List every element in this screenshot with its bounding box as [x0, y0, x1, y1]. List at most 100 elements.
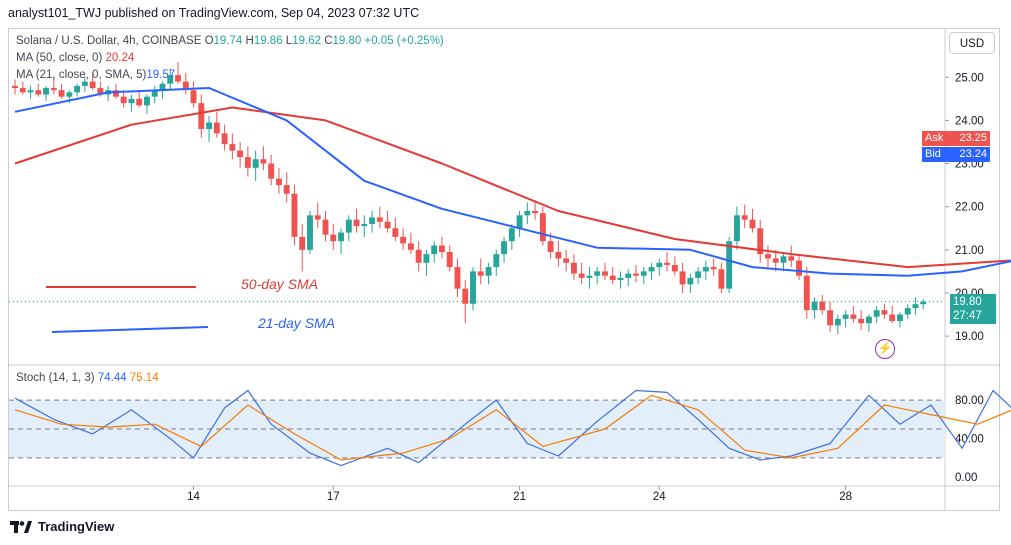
candle-body — [842, 314, 849, 319]
ma50-label: MA (50, close, 0) — [16, 52, 103, 64]
sma50-annotation: 50-day SMA — [241, 276, 319, 292]
candle-body — [757, 228, 764, 255]
series-line-ma-21-close-0-sma-5 — [14, 87, 1011, 277]
candle-body — [648, 267, 655, 272]
candle-body — [702, 267, 709, 272]
candle-body — [182, 81, 189, 91]
publish-header: analyst101_TWJ published on TradingView.… — [8, 6, 420, 20]
candle-body — [896, 314, 903, 322]
candle-body — [260, 159, 267, 164]
candle-body — [920, 301, 927, 305]
ma50-legend: MA (50, close, 0) 20.24 — [16, 52, 134, 64]
ma21-value: 19.57 — [146, 69, 176, 81]
candle-body — [112, 90, 119, 97]
ma50-value: 20.24 — [105, 52, 135, 64]
candle-body — [904, 308, 911, 315]
series-line-ma-50-close-0 — [14, 106, 1011, 269]
bid-tag: Bid 23.24 — [922, 147, 990, 162]
candle-body — [586, 275, 593, 278]
candle-body — [423, 254, 430, 263]
candle-body — [741, 215, 748, 220]
low-value: 19.62 — [292, 35, 321, 47]
time-tick-label: 28 — [839, 491, 852, 503]
candle-body — [213, 122, 220, 134]
candle-body — [594, 271, 601, 276]
currency-button[interactable]: USD — [949, 32, 995, 54]
candle-body — [788, 256, 795, 261]
candle-body — [811, 301, 818, 311]
ask-label: Ask — [925, 132, 944, 144]
candle-body — [477, 271, 484, 276]
ask-value: 23.25 — [959, 132, 987, 144]
ma21-label: MA (21, close, 0, SMA, 5) — [16, 69, 147, 81]
candle-body — [159, 83, 166, 91]
open-label: O — [204, 35, 214, 47]
candle-body — [516, 215, 523, 229]
time-tick-label: 14 — [187, 491, 200, 503]
low-label: L — [285, 35, 293, 47]
candle-body — [407, 243, 414, 250]
candle-body — [633, 273, 639, 276]
lightning-icon[interactable]: ⚡ — [875, 339, 895, 359]
candle-body — [400, 236, 407, 244]
candle-body — [151, 90, 158, 97]
last-price-tag: 19.80 27:47 — [950, 294, 996, 324]
candle-body — [167, 75, 174, 84]
series-line-stoch-k — [14, 389, 1011, 467]
candle-body — [438, 245, 445, 252]
candle-body — [664, 262, 671, 265]
candle-body — [268, 163, 275, 179]
candle-body — [392, 228, 399, 237]
candle-body — [858, 318, 865, 324]
candle-body — [291, 193, 298, 237]
candle-body — [462, 288, 469, 304]
candle-body — [353, 219, 360, 227]
candle-body — [19, 88, 26, 93]
candle-body — [524, 211, 531, 216]
candle-body — [221, 133, 228, 145]
candle-body — [361, 223, 368, 227]
series-line-stoch-d — [14, 394, 1011, 461]
candle-body — [35, 90, 42, 95]
stoch-tick-label: 40.00 — [955, 434, 984, 446]
candle-body — [206, 122, 213, 130]
last-price-value: 19.80 — [953, 296, 982, 308]
candle-body — [384, 221, 391, 229]
candle-body — [485, 267, 492, 276]
candle-body — [749, 219, 756, 229]
candle-body — [602, 271, 608, 276]
footer-brand-name: TradingView — [38, 519, 115, 534]
candle-body — [803, 275, 810, 311]
candle-body — [198, 103, 205, 130]
candle-body — [609, 275, 616, 281]
bar-countdown: 27:47 — [953, 310, 982, 322]
candle-body — [338, 232, 344, 242]
stoch-tick-label: 0.00 — [955, 472, 977, 484]
candle-body — [229, 144, 236, 151]
stoch-label: Stoch (14, 1, 3) — [16, 372, 95, 384]
time-tick-label: 21 — [513, 491, 526, 503]
candle-body — [834, 318, 841, 326]
footer-brand[interactable]: TradingView — [10, 519, 114, 534]
candle-body — [252, 159, 259, 168]
sma21-sample-line — [51, 326, 209, 333]
candle-body — [66, 92, 73, 97]
candle-body — [532, 211, 539, 214]
candle-body — [555, 251, 562, 259]
symbol-legend: Solana / U.S. Dollar, 4h, COINBASE O19.7… — [16, 35, 444, 47]
candle-body — [796, 260, 802, 276]
sma21-annotation: 21-day SMA — [258, 315, 336, 331]
candle-body — [454, 267, 461, 289]
candle-body — [415, 249, 422, 263]
stoch-k-value: 74.44 — [97, 372, 127, 384]
candle-body — [570, 262, 577, 274]
candle-body — [765, 254, 771, 259]
candle-body — [89, 81, 96, 89]
price-tick-label: 25.00 — [955, 72, 984, 84]
high-value: 19.86 — [253, 35, 283, 47]
candle-body — [81, 81, 88, 86]
candle-body — [873, 310, 880, 317]
bid-label: Bid — [925, 148, 941, 160]
candle-body — [58, 90, 65, 97]
